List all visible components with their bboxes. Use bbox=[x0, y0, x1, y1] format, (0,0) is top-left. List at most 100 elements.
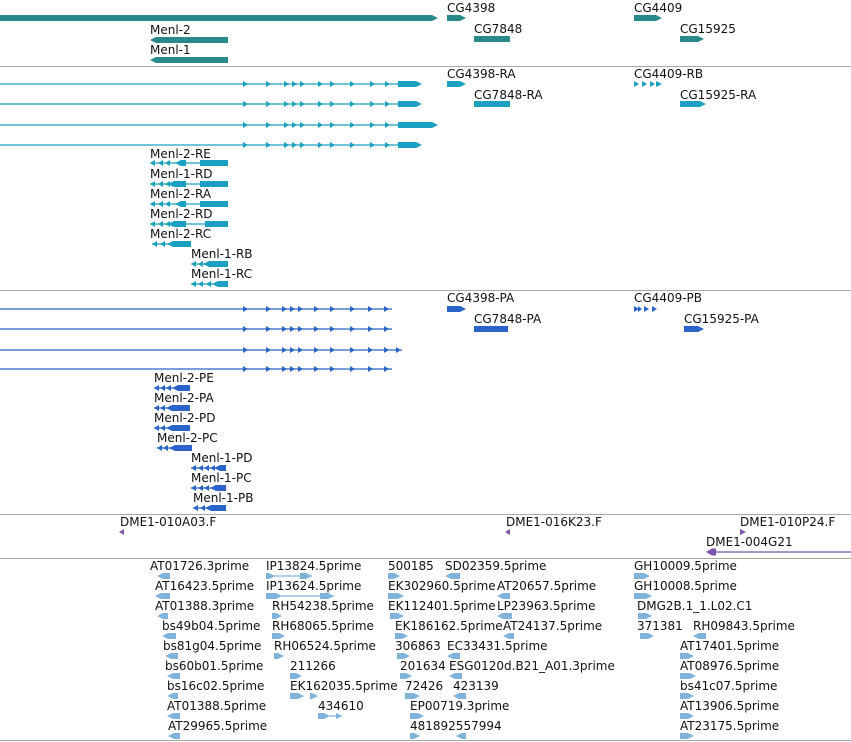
feature-block[interactable] bbox=[634, 573, 650, 579]
feature-label-at01388-3prime[interactable]: AT01388.3prime bbox=[155, 599, 255, 613]
feature-block[interactable] bbox=[388, 593, 404, 599]
feature-label-menl-2-pe[interactable]: Menl-2-PE bbox=[154, 371, 214, 385]
feature-block[interactable] bbox=[474, 101, 510, 107]
feature-block[interactable] bbox=[168, 733, 180, 739]
feature-block[interactable] bbox=[336, 713, 342, 719]
feature-block[interactable] bbox=[684, 326, 704, 332]
feature-label-cg4398-ra[interactable]: CG4398-RA bbox=[447, 67, 516, 81]
feature-label-esg0120d-b21-a01-3prime[interactable]: ESG0120d.B21_A01.3prime bbox=[449, 659, 615, 673]
feature-block[interactable] bbox=[390, 613, 404, 619]
feature-label-dme1-004g21[interactable]: DME1-004G21 bbox=[706, 535, 793, 549]
feature-label-bs16c02-5prime[interactable]: bs16c02.5prime bbox=[167, 679, 265, 693]
feature-label-dme1-010a03-f[interactable]: DME1-010A03.F bbox=[120, 515, 217, 529]
feature-block[interactable] bbox=[150, 57, 228, 63]
feature-label-gh10008-5prime[interactable]: GH10008.5prime bbox=[634, 579, 737, 593]
feature-block[interactable] bbox=[474, 326, 508, 332]
feature-label-ek302960-5prime[interactable]: EK302960.5prime bbox=[388, 579, 496, 593]
feature-block[interactable] bbox=[0, 15, 438, 21]
feature-block[interactable] bbox=[503, 633, 514, 639]
feature-label-434610[interactable]: 434610 bbox=[318, 699, 364, 713]
feature-block[interactable] bbox=[205, 221, 228, 227]
feature-block[interactable] bbox=[119, 529, 124, 535]
feature-label-ip13824-5prime[interactable]: IP13824.5prime bbox=[266, 559, 362, 573]
feature-block[interactable] bbox=[165, 653, 178, 659]
feature-block[interactable] bbox=[266, 573, 275, 579]
feature-label-dme1-016k23-f[interactable]: DME1-016K23.F bbox=[506, 515, 602, 529]
feature-label-ek162035-5prime[interactable]: EK162035.5prime bbox=[290, 679, 398, 693]
feature-block[interactable] bbox=[157, 613, 168, 619]
feature-label-menl-1-rb[interactable]: Menl-1-RB bbox=[191, 247, 253, 261]
feature-label-lp23963-5prime[interactable]: LP23963.5prime bbox=[497, 599, 596, 613]
feature-block[interactable] bbox=[706, 548, 716, 556]
feature-label-menl-1-pd[interactable]: Menl-1-PD bbox=[191, 451, 253, 465]
feature-block[interactable] bbox=[272, 613, 282, 619]
feature-block[interactable] bbox=[447, 81, 466, 87]
feature-block[interactable] bbox=[167, 241, 191, 247]
feature-label-rh06524-5prime[interactable]: RH06524.5prime bbox=[274, 639, 376, 653]
feature-block[interactable] bbox=[212, 281, 228, 287]
feature-block[interactable] bbox=[397, 653, 410, 659]
feature-block[interactable] bbox=[155, 593, 170, 599]
feature-block[interactable] bbox=[410, 713, 424, 719]
feature-block[interactable] bbox=[680, 693, 694, 699]
feature-label-menl-2-pd[interactable]: Menl-2-PD bbox=[154, 411, 216, 425]
feature-label-500185[interactable]: 500185 bbox=[388, 559, 434, 573]
feature-block[interactable] bbox=[398, 122, 438, 128]
feature-label-481892557994[interactable]: 481892557994 bbox=[410, 719, 502, 733]
feature-block[interactable] bbox=[300, 573, 312, 579]
feature-label-menl-1-pc[interactable]: Menl-1-PC bbox=[191, 471, 252, 485]
feature-label-cg4398[interactable]: CG4398 bbox=[447, 1, 496, 15]
feature-block[interactable] bbox=[266, 593, 282, 599]
feature-block[interactable] bbox=[410, 733, 420, 739]
feature-label-at01388-5prime[interactable]: AT01388.5prime bbox=[167, 699, 267, 713]
feature-label-211266[interactable]: 211266 bbox=[290, 659, 336, 673]
feature-label-cg15925-ra[interactable]: CG15925-RA bbox=[680, 88, 757, 102]
feature-block[interactable] bbox=[175, 201, 186, 207]
feature-block[interactable] bbox=[449, 673, 462, 679]
feature-block[interactable] bbox=[166, 405, 190, 411]
feature-label-cg15925-pa[interactable]: CG15925-PA bbox=[684, 312, 759, 326]
feature-label-at16423-5prime[interactable]: AT16423.5prime bbox=[155, 579, 255, 593]
feature-block[interactable] bbox=[680, 713, 694, 719]
feature-block[interactable] bbox=[656, 81, 662, 87]
feature-label-menl-2-rc[interactable]: Menl-2-RC bbox=[150, 227, 212, 241]
feature-label-72426[interactable]: 72426 bbox=[405, 679, 444, 693]
feature-label-dme1-010p24-f[interactable]: DME1-010P24.F bbox=[740, 515, 836, 529]
feature-block[interactable] bbox=[638, 613, 652, 619]
feature-block[interactable] bbox=[168, 181, 186, 187]
feature-block[interactable] bbox=[200, 201, 228, 207]
feature-label-cg4409-pb[interactable]: CG4409-PB bbox=[634, 291, 703, 305]
feature-label-menl-1-pb[interactable]: Menl-1-PB bbox=[193, 491, 254, 505]
feature-block[interactable] bbox=[398, 81, 422, 87]
feature-label-ep00719-3prime[interactable]: EP00719.3prime bbox=[410, 699, 510, 713]
feature-label-at23175-5prime[interactable]: AT23175.5prime bbox=[680, 719, 780, 733]
feature-block[interactable] bbox=[210, 485, 226, 491]
feature-label-cg15925[interactable]: CG15925 bbox=[680, 22, 736, 36]
feature-block[interactable] bbox=[290, 693, 304, 699]
feature-label-menl-2-rd[interactable]: Menl-2-RD bbox=[150, 207, 213, 221]
feature-label-at08976-5prime[interactable]: AT08976.5prime bbox=[680, 659, 780, 673]
feature-block[interactable] bbox=[172, 385, 190, 391]
feature-block[interactable] bbox=[168, 221, 186, 227]
feature-label-cg4409-rb[interactable]: CG4409-RB bbox=[634, 67, 704, 81]
feature-block[interactable] bbox=[167, 693, 178, 699]
feature-label-menl-1-rc[interactable]: Menl-1-RC bbox=[191, 267, 253, 281]
feature-block[interactable] bbox=[640, 633, 654, 639]
feature-block[interactable] bbox=[447, 306, 466, 312]
feature-label-cg7848-pa[interactable]: CG7848-PA bbox=[474, 312, 542, 326]
feature-label-cg7848[interactable]: CG7848 bbox=[474, 22, 523, 36]
feature-block[interactable] bbox=[162, 633, 176, 639]
feature-label-201634[interactable]: 201634 bbox=[400, 659, 446, 673]
feature-block[interactable] bbox=[680, 653, 694, 659]
feature-block[interactable] bbox=[274, 653, 284, 659]
feature-label-rh68065-5prime[interactable]: RH68065.5prime bbox=[272, 619, 374, 633]
feature-label-at29965-5prime[interactable]: AT29965.5prime bbox=[168, 719, 268, 733]
feature-label-menl-2-pa[interactable]: Menl-2-PA bbox=[154, 391, 214, 405]
feature-block[interactable] bbox=[388, 573, 400, 579]
feature-block[interactable] bbox=[157, 573, 170, 579]
feature-block[interactable] bbox=[166, 425, 190, 431]
feature-label-rh54238-5prime[interactable]: RH54238.5prime bbox=[272, 599, 374, 613]
feature-label-ek186162-5prime[interactable]: EK186162.5prime bbox=[395, 619, 503, 633]
feature-label-cg7848-ra[interactable]: CG7848-RA bbox=[474, 88, 543, 102]
feature-block[interactable] bbox=[505, 529, 510, 535]
